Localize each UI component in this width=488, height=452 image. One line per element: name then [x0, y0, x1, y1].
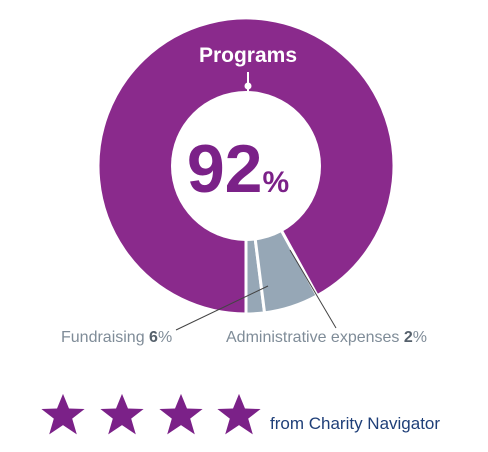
fundraising-label-percent: %: [158, 329, 172, 346]
programs-label: Programs: [199, 44, 297, 67]
donut-hole: [171, 91, 321, 241]
rating-text: from Charity Navigator: [270, 414, 441, 433]
programs-value-number: 92: [187, 131, 263, 207]
programs-value: 92%: [187, 131, 289, 207]
star-icon: [100, 393, 144, 435]
admin-leader: [289, 249, 337, 329]
star-icon: [41, 393, 85, 435]
fundraising-label-name: Fundraising: [61, 329, 149, 346]
fundraising-leader: [175, 285, 269, 331]
admin-label: Administrative expenses 2%: [226, 329, 427, 346]
fundraising-label-value: 6: [149, 329, 158, 346]
admin-label-name: Administrative expenses: [226, 329, 404, 346]
star-icon: [217, 393, 261, 435]
programs-value-percent: %: [262, 166, 289, 199]
fundraising-label: Fundraising 6%: [61, 329, 172, 346]
star-icon: [159, 393, 203, 435]
admin-label-value: 2: [404, 329, 413, 346]
programs-connector-dot: [244, 82, 252, 90]
admin-label-percent: %: [413, 329, 427, 346]
